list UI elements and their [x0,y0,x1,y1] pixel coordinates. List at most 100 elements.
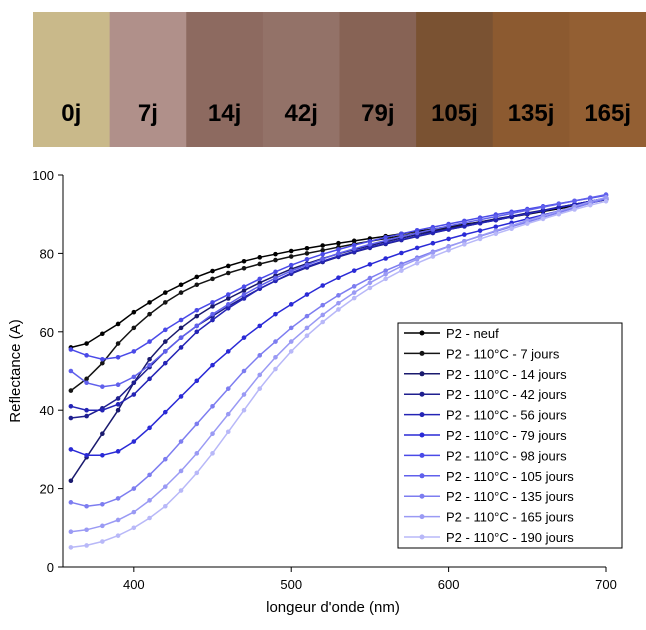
data-point [68,447,74,452]
data-point [210,300,215,305]
data-point [147,498,152,503]
data-point [257,386,263,391]
data-point [100,539,105,544]
swatch [339,12,417,147]
legend-label: P2 - 110°C - 190 jours [446,530,574,545]
legend-marker [419,330,425,336]
data-point [163,409,168,415]
data-point [210,317,215,323]
data-point [115,382,121,388]
data-point [84,413,89,419]
data-point [84,407,89,413]
data-point [540,204,546,210]
data-point [509,211,514,216]
data-point [84,376,89,382]
data-point [430,250,436,255]
data-point [163,360,168,366]
data-point [210,362,215,368]
swatch [492,12,570,147]
legend-marker [419,371,425,377]
data-point [241,335,247,340]
data-point [100,384,105,389]
legend-label: P2 - 110°C - 165 jours [446,510,574,525]
data-point [320,283,325,288]
data-point [241,288,247,293]
data-point [477,217,483,222]
data-point [210,268,215,274]
data-point [163,300,168,305]
data-point [68,347,74,352]
y-tick-label: 60 [40,325,54,340]
data-point [115,533,121,538]
data-point [399,234,404,239]
legend-label: P2 - 110°C - 14 jours [446,367,567,382]
data-point [446,223,451,229]
data-point [304,333,310,339]
data-point [225,292,231,297]
data-point [131,509,137,515]
data-point [367,285,373,291]
data-point [225,305,231,311]
data-point [587,195,593,201]
data-point [462,242,467,247]
data-point [414,260,420,266]
data-point [304,325,310,331]
data-point [115,402,121,407]
data-point [68,368,74,374]
swatch-label: 0j [61,100,81,127]
data-point [462,224,467,229]
data-point [194,313,200,319]
data-point [304,246,310,251]
data-point [225,302,231,307]
data-point [147,356,152,362]
x-tick-label: 400 [123,577,145,592]
data-point [336,293,341,298]
data-point [414,256,420,262]
data-point [509,214,514,220]
x-tick-label: 700 [595,577,617,592]
data-point [194,282,200,288]
data-point [241,368,247,374]
y-axis-label: Reflectance (A) [7,319,24,422]
data-point [320,243,325,248]
data-point [572,198,577,204]
data-point [178,290,184,295]
swatch-label: 14j [208,100,241,127]
data-point [288,262,294,268]
y-tick-label: 40 [40,403,54,418]
data-point [273,251,278,257]
x-tick-label: 600 [438,577,460,592]
data-point [84,452,89,458]
data-point [131,392,137,397]
data-point [493,224,499,230]
legend-label: P2 - 110°C - 135 jours [446,489,574,504]
data-point [115,321,121,327]
legend-label: P2 - 110°C - 7 jours [446,346,560,361]
data-point [367,280,373,286]
data-point [320,302,325,308]
data-point [68,478,74,484]
data-point [115,496,121,501]
data-point [493,231,499,237]
data-point [351,284,357,289]
data-point [178,335,184,340]
data-point [477,220,483,226]
swatch [109,12,187,147]
data-point [115,517,121,523]
data-point [336,275,341,281]
data-point [225,429,231,435]
data-point [131,325,137,331]
legend-marker [419,350,425,356]
data-point [288,325,294,331]
data-point [351,295,357,301]
data-point [147,376,152,382]
data-point [68,500,74,505]
data-point [194,307,200,313]
data-point [446,247,451,253]
data-point [430,227,436,232]
data-point [257,255,263,260]
data-point [131,309,137,315]
data-point [399,250,404,256]
